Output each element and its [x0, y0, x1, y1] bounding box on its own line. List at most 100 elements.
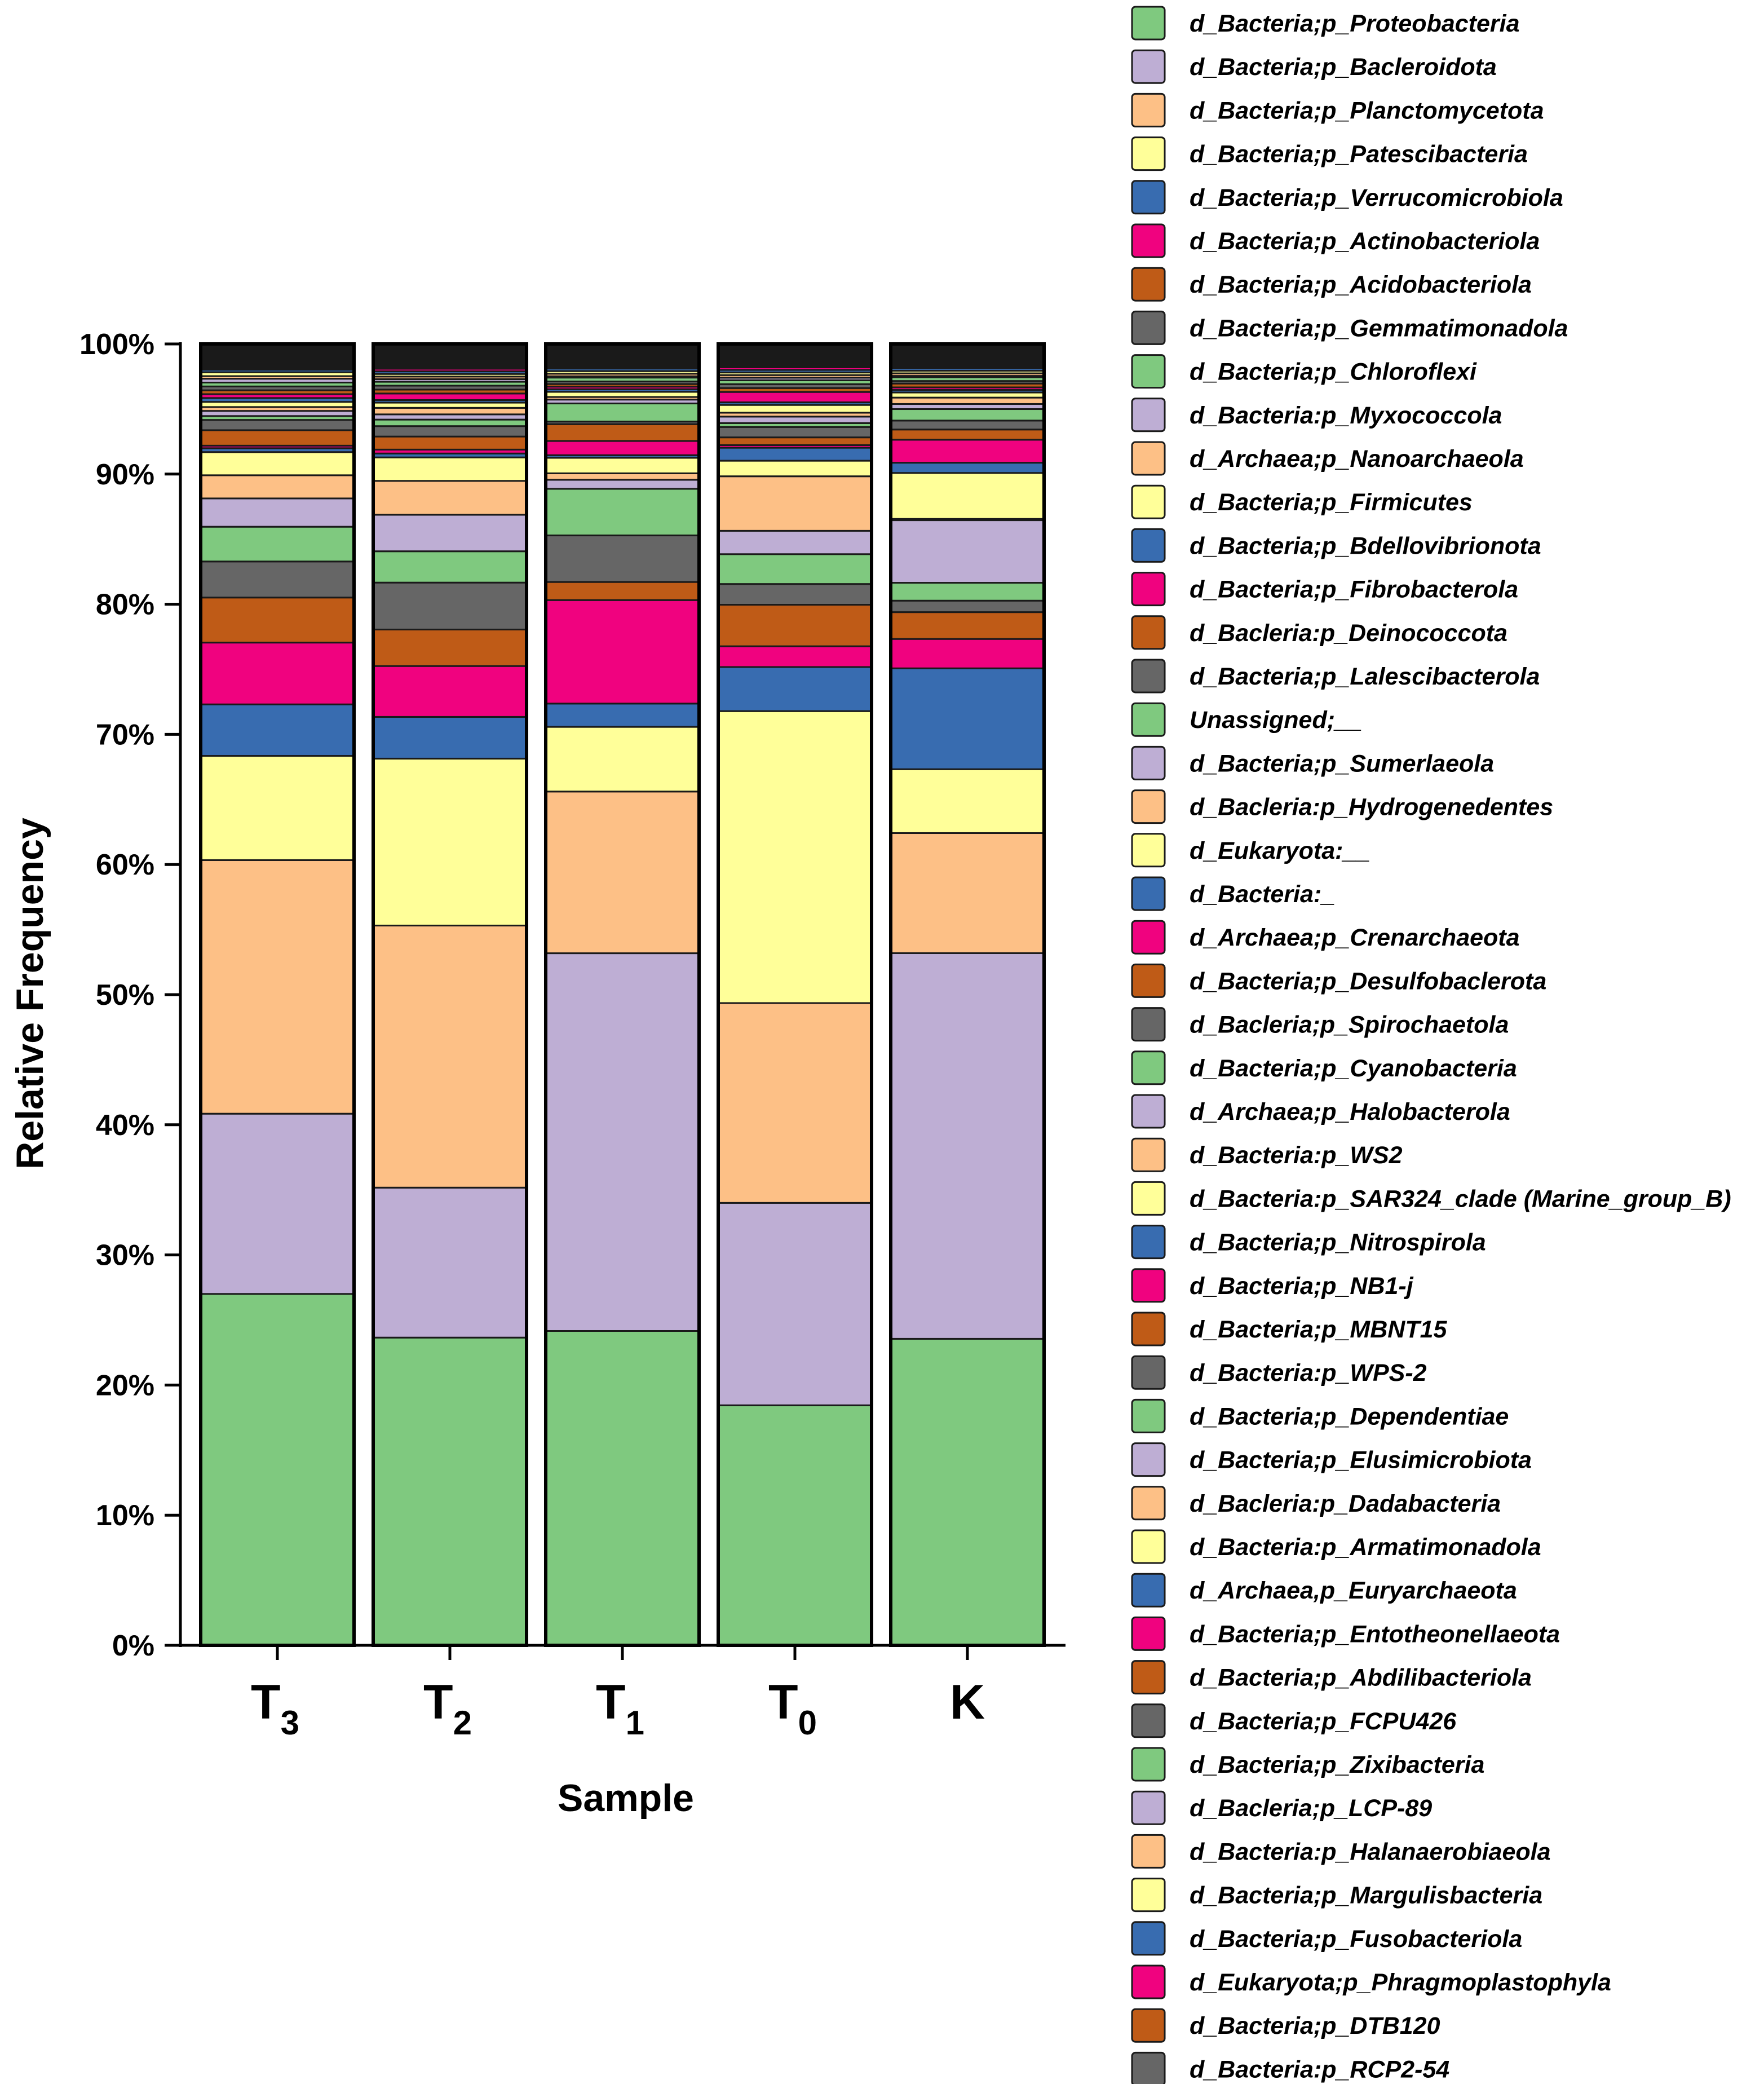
bar-segment	[717, 391, 873, 404]
bar-segment	[717, 583, 873, 606]
bar-segment	[372, 425, 528, 438]
legend-swatch	[1131, 1268, 1166, 1303]
bar-T2	[372, 342, 528, 1647]
legend-item: d_Bacteria;p_Lalescibacterola	[1131, 659, 1540, 694]
bar-segment	[545, 457, 700, 474]
bar-segment	[545, 472, 700, 481]
legend-label: d_Bacteria;p_Bdellovibrionota	[1190, 532, 1541, 559]
legend-swatch	[1131, 1921, 1166, 1956]
bar-segment	[890, 832, 1045, 954]
bar-segment	[372, 628, 528, 667]
bar-segment	[200, 474, 355, 500]
legend-label: d_Bacteria;p_Sumerlaeola	[1190, 750, 1494, 777]
legend-swatch	[1131, 1616, 1166, 1651]
legend-label: d_Bacteria;p_Cyanobacteria	[1190, 1055, 1517, 1082]
legend-label: Unassigned;__	[1190, 707, 1362, 734]
legend-label: d_Bacteria;p_Firmicutes	[1190, 489, 1473, 516]
bar-segment	[545, 703, 700, 728]
legend-label: d_Bacleria:p_Deinococcota	[1190, 620, 1507, 647]
legend-swatch	[1131, 1573, 1166, 1608]
bar-segment	[545, 479, 700, 490]
legend-label: d_Bacteria;p_Chloroflexi	[1190, 359, 1477, 386]
bar-T1	[544, 342, 701, 1647]
legend-label: d_Bacteria;p_Verrucomicrobiola	[1190, 184, 1563, 211]
legend-swatch	[1131, 1660, 1166, 1695]
legend-label: d_Bacteria;p_Bacleroidota	[1190, 54, 1497, 81]
bar-segment	[200, 419, 355, 431]
legend-swatch	[1131, 136, 1166, 171]
bar-segment	[717, 710, 873, 1004]
bar-segment	[545, 440, 700, 456]
legend-swatch	[1131, 354, 1166, 389]
legend-item: d_Bacteria:_	[1131, 876, 1335, 911]
legend-label: d_Bacteria;p_Margulisbacteria	[1190, 1882, 1542, 1909]
bar-segment	[890, 1337, 1045, 1646]
bar-segment	[717, 426, 873, 439]
legend-label: d_Bacteria:p_WS2	[1190, 1142, 1403, 1169]
legend-item: d_Bacteria;p_Verrucomicrobiola	[1131, 180, 1563, 215]
bar-segment	[717, 475, 873, 532]
legend-label: d_Bacteria:p_Myxococcola	[1190, 402, 1502, 429]
legend-label: d_Bacleria:p_Hydrogenedentes	[1190, 794, 1553, 821]
legend-label: d_Bacteria;p_Fusobacteriola	[1190, 1926, 1522, 1953]
bar-segment	[200, 497, 355, 528]
legend-item: d_Bacteria;p_Desulfobaclerota	[1131, 963, 1546, 998]
bar-segment	[545, 581, 700, 601]
bar-segment	[545, 535, 700, 583]
legend-label: d_Bacteria;p_Patescibacteria	[1190, 141, 1528, 168]
x-tick-label: K	[950, 1675, 985, 1729]
legend-item: d_Bacteria;p_Dependentiae	[1131, 1398, 1509, 1433]
legend-item: d_Bacteria:p_WS2	[1131, 1137, 1403, 1172]
legend-label: d_Bacteria;p_Actinobacteriola	[1190, 228, 1540, 255]
legend-label: d_Bacteria;p_DTB120	[1190, 2012, 1440, 2039]
legend-swatch	[1131, 310, 1166, 345]
legend-swatch	[1131, 49, 1166, 84]
legend-swatch	[1131, 1529, 1166, 1564]
legend-label: d_Bacteria:p_WPS-2	[1190, 1359, 1427, 1387]
legend-label: d_Bacteria;p_Nitrospirola	[1190, 1229, 1486, 1256]
legend-item: d_Bacteria;p_NB1-j	[1131, 1268, 1414, 1303]
bar-segment	[200, 642, 355, 705]
bar-segment	[717, 460, 873, 478]
bar-segment	[545, 1330, 700, 1646]
bar-segment	[890, 462, 1045, 474]
bar-segment	[545, 791, 700, 955]
legend-label: d_Bacteria:p_Armatimonadola	[1190, 1534, 1541, 1561]
legend-item: d_Bacteria;p_Entotheonellaeota	[1131, 1616, 1560, 1651]
legend-item: d_Bacteria;p_MBNT15	[1131, 1312, 1447, 1346]
legend-item: d_Bacteria;p_DTB120	[1131, 2008, 1440, 2043]
bar-segment	[200, 429, 355, 447]
bar-segment	[200, 451, 355, 476]
bar-segment	[200, 859, 355, 1115]
legend-label: d_Bacteria:p_RCP2-54	[1190, 2056, 1449, 2083]
bar-segment	[545, 423, 700, 442]
legend-swatch	[1131, 659, 1166, 694]
y-tick-label: 80%	[96, 589, 154, 621]
y-tick-label: 60%	[96, 849, 154, 881]
bar-segment	[717, 1202, 873, 1406]
bar-segment	[372, 480, 528, 516]
bar-segment	[717, 416, 873, 424]
legend-item: d_Bacteria:p_SAR324_clade (Marine_group_…	[1131, 1181, 1731, 1216]
bar-segment	[372, 924, 528, 1189]
legend-swatch	[1131, 1137, 1166, 1172]
bar-segment	[545, 599, 700, 705]
legend-label: d_Bacteria;p_Proteobacteria	[1190, 10, 1520, 37]
legend-label: d_Archaea;p_Crenarchaeota	[1190, 924, 1520, 951]
x-tick-label: T0	[768, 1675, 817, 1742]
y-tick-label: 50%	[96, 979, 154, 1012]
bar-segment	[200, 755, 355, 861]
legend-label: d_Bacteria;p_Planctomycetota	[1190, 97, 1544, 124]
legend-item: d_Bacteria;p_Bacleroidota	[1131, 49, 1497, 84]
legend-label: d_Bacteria;p_Zixibacteria	[1190, 1751, 1484, 1778]
legend-item: d_Bacleria:p_Deinococcota	[1131, 615, 1507, 650]
bar-segment	[200, 597, 355, 644]
legend-swatch	[1131, 223, 1166, 258]
bar-segment	[372, 581, 528, 630]
legend-swatch	[1131, 572, 1166, 607]
legend-item: d_Bacteria;p_Fusobacteriola	[1131, 1921, 1522, 1956]
legend-swatch	[1131, 789, 1166, 824]
legend-swatch	[1131, 92, 1166, 127]
legend-item: d_Bacleria:p_Dadabacteria	[1131, 1486, 1501, 1521]
